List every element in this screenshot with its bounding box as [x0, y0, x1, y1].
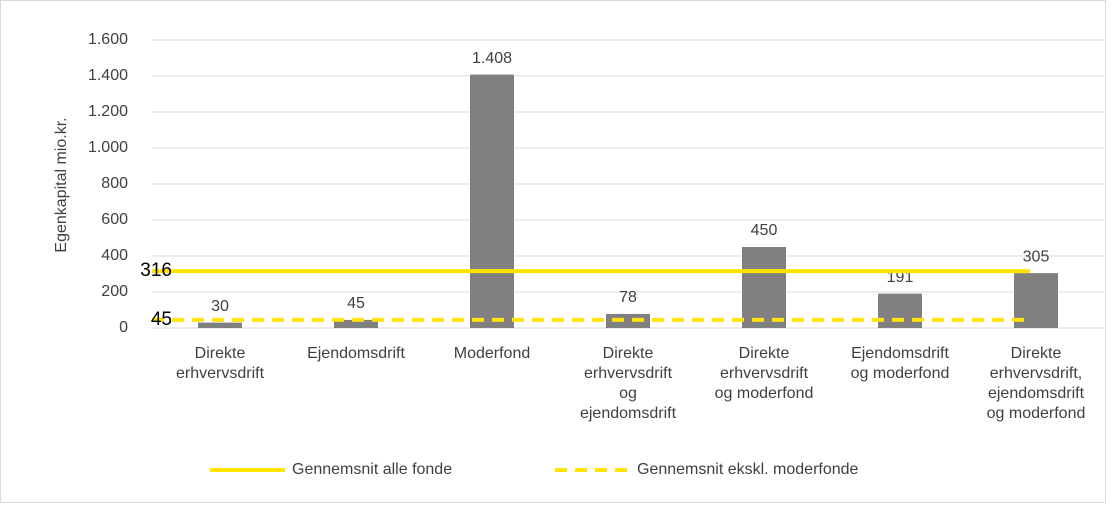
bar	[470, 74, 514, 328]
y-tick-label: 1.600	[88, 31, 128, 48]
x-tick-label-line: og	[619, 385, 637, 402]
data-label: 30	[211, 298, 229, 315]
x-tick-label-line: og moderfond	[851, 365, 950, 382]
x-tick-label-line: erhvervsdrift	[584, 365, 673, 382]
x-tick-label-line: erhvervsdrift,	[990, 365, 1082, 382]
x-tick-label: Direkte erhvervsdrift, ejendomsdrift og mod…	[987, 345, 1086, 422]
x-tick-label-line: Direkte	[195, 345, 246, 362]
x-tick-label-line: og moderfond	[715, 385, 814, 402]
bar	[334, 319, 378, 328]
bar	[198, 322, 242, 328]
x-tick-label: Ejendomsdrift og moderfond	[851, 345, 950, 382]
data-label: 1.408	[472, 50, 512, 67]
x-tick-label: Moderfond	[454, 345, 531, 362]
data-label: 305	[1023, 248, 1050, 265]
x-tick-label-line: ejendomsdrift	[988, 385, 1085, 402]
bar	[742, 247, 786, 328]
x-tick-label: Direkte erhvervsdrift	[176, 345, 265, 382]
y-tick-label: 1.200	[88, 103, 128, 120]
legend-label: Gennemsnit ekskl. moderfonde	[637, 461, 859, 478]
legend-label: Gennemsnit alle fonde	[292, 461, 452, 478]
y-tick-label: 1.400	[88, 67, 128, 84]
data-label: 45	[347, 295, 365, 312]
y-axis-label: Egenkapital mio.kr.	[53, 117, 70, 252]
x-tick-label-line: Moderfond	[454, 345, 531, 362]
x-tick-label-line: Ejendomsdrift	[307, 345, 405, 362]
y-tick-label: 800	[101, 175, 128, 192]
reference-label: 316	[140, 260, 172, 281]
x-tick-label: Direkte erhvervsdrift og moderfond	[715, 345, 814, 402]
y-tick-label: 400	[101, 247, 128, 264]
x-tick-label-line: erhvervsdrift	[720, 365, 809, 382]
x-tick-label-line: ejendomsdrift	[580, 405, 677, 422]
x-tick-label: Ejendomsdrift	[307, 345, 405, 362]
x-tick-label-line: Direkte	[603, 345, 654, 362]
y-tick-label: 600	[101, 211, 128, 228]
y-tick-label: 200	[101, 283, 128, 300]
reference-label: 45	[151, 309, 172, 330]
data-label: 78	[619, 289, 637, 306]
x-tick-label-line: Direkte	[1011, 345, 1062, 362]
x-tick-label-line: Direkte	[739, 345, 790, 362]
x-tick-label: Direkte erhvervsdrift og ejendomsdrift	[580, 345, 677, 422]
x-tick-label-line: Ejendomsdrift	[851, 345, 949, 362]
y-tick-label: 0	[119, 319, 128, 336]
data-label: 450	[751, 222, 778, 239]
x-tick-label-line: erhvervsdrift	[176, 365, 265, 382]
bar	[606, 313, 650, 328]
x-tick-label-line: og moderfond	[987, 405, 1086, 422]
y-tick-label: 1.000	[88, 139, 128, 156]
bar	[878, 293, 922, 328]
